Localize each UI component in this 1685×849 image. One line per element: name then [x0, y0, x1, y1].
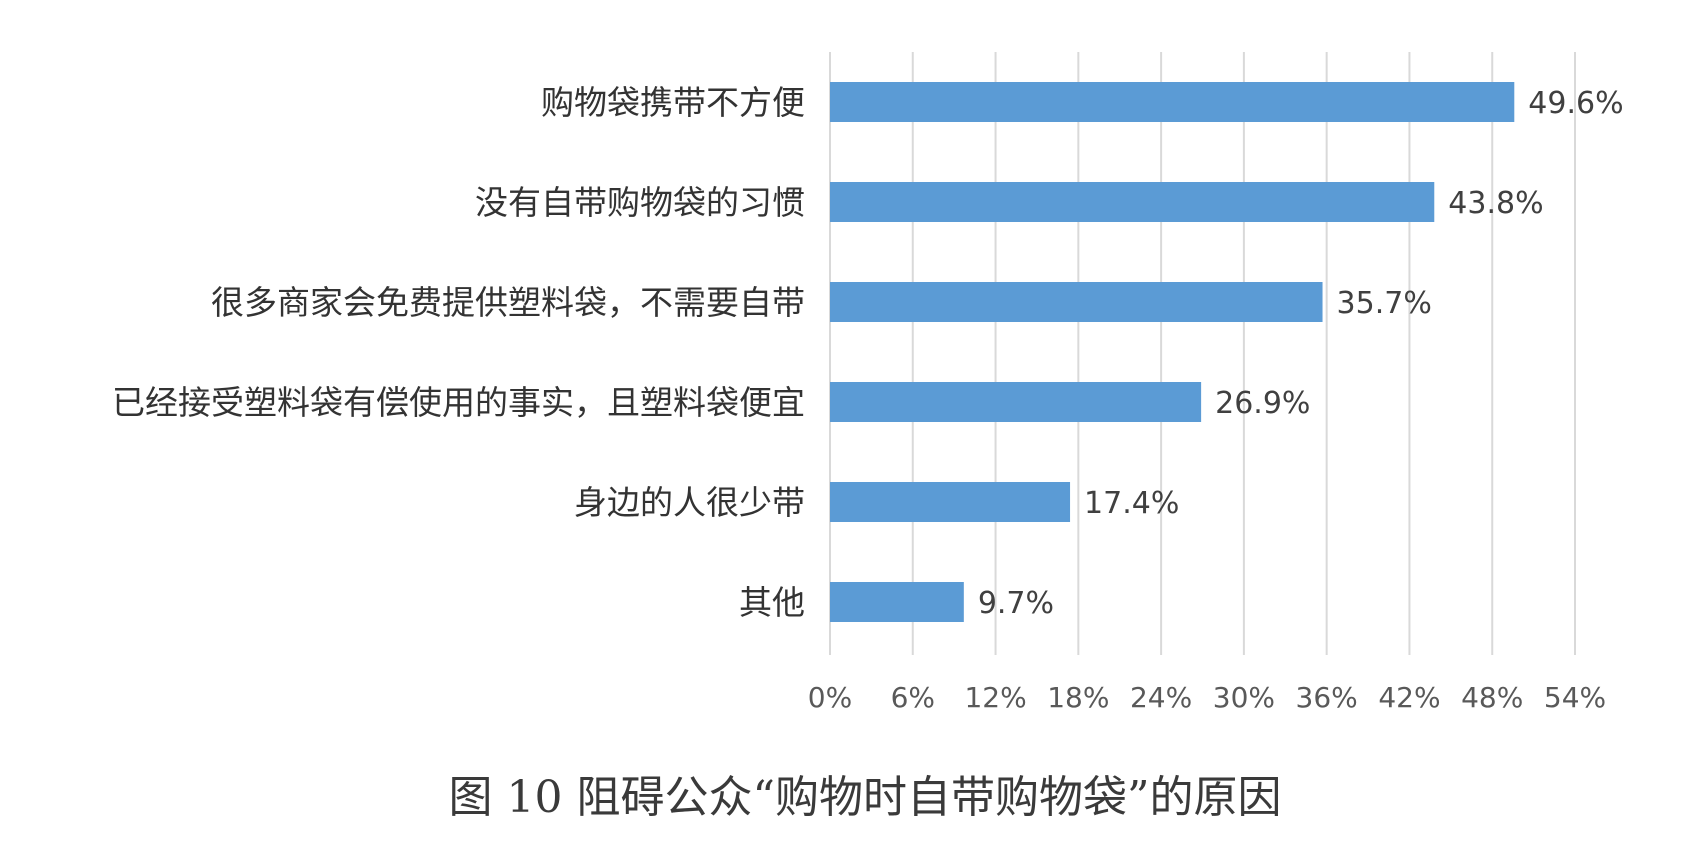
bar	[830, 282, 1323, 322]
value-labels: 49.6% 43.8% 35.7% 26.9% 17.4% 9.7%	[978, 86, 1624, 621]
x-tick-label: 24%	[1130, 681, 1192, 714]
x-tick-label: 12%	[964, 681, 1026, 714]
x-tick-label: 0%	[808, 681, 852, 714]
x-axis-ticks: 0% 6% 12% 18% 24% 30% 36% 42% 48% 54%	[808, 681, 1606, 714]
x-tick-label: 54%	[1544, 681, 1606, 714]
value-label: 9.7%	[978, 586, 1054, 621]
chart-caption: 图 10 阻碍公众“购物时自带购物袋”的原因	[449, 772, 1282, 823]
x-tick-label: 42%	[1378, 681, 1440, 714]
value-label: 43.8%	[1448, 186, 1543, 221]
x-tick-label: 36%	[1296, 681, 1358, 714]
category-label: 没有自带购物袋的习惯	[475, 183, 805, 222]
gridlines	[829, 52, 1576, 655]
value-label: 26.9%	[1215, 386, 1310, 421]
category-labels: 购物袋携带不方便没有自带购物袋的习惯很多商家会免费提供塑料袋，不需要自带已经接受…	[112, 83, 805, 622]
bar	[830, 182, 1435, 222]
value-label: 17.4%	[1084, 486, 1179, 521]
bar	[830, 582, 964, 622]
bar	[830, 482, 1071, 522]
category-label: 身边的人很少带	[574, 483, 805, 522]
value-label: 49.6%	[1528, 86, 1623, 121]
bar	[830, 82, 1515, 122]
x-tick-label: 18%	[1047, 681, 1109, 714]
category-label: 已经接受塑料袋有偿使用的事实，且塑料袋便宜	[112, 383, 805, 422]
x-tick-label: 48%	[1461, 681, 1523, 714]
x-tick-label: 30%	[1213, 681, 1275, 714]
bars	[830, 82, 1515, 622]
category-label: 其他	[739, 583, 805, 622]
x-tick-label: 6%	[891, 681, 935, 714]
category-label: 购物袋携带不方便	[541, 83, 805, 122]
category-label: 很多商家会免费提供塑料袋，不需要自带	[211, 283, 805, 322]
value-label: 35.7%	[1337, 286, 1432, 321]
bar	[830, 382, 1202, 422]
